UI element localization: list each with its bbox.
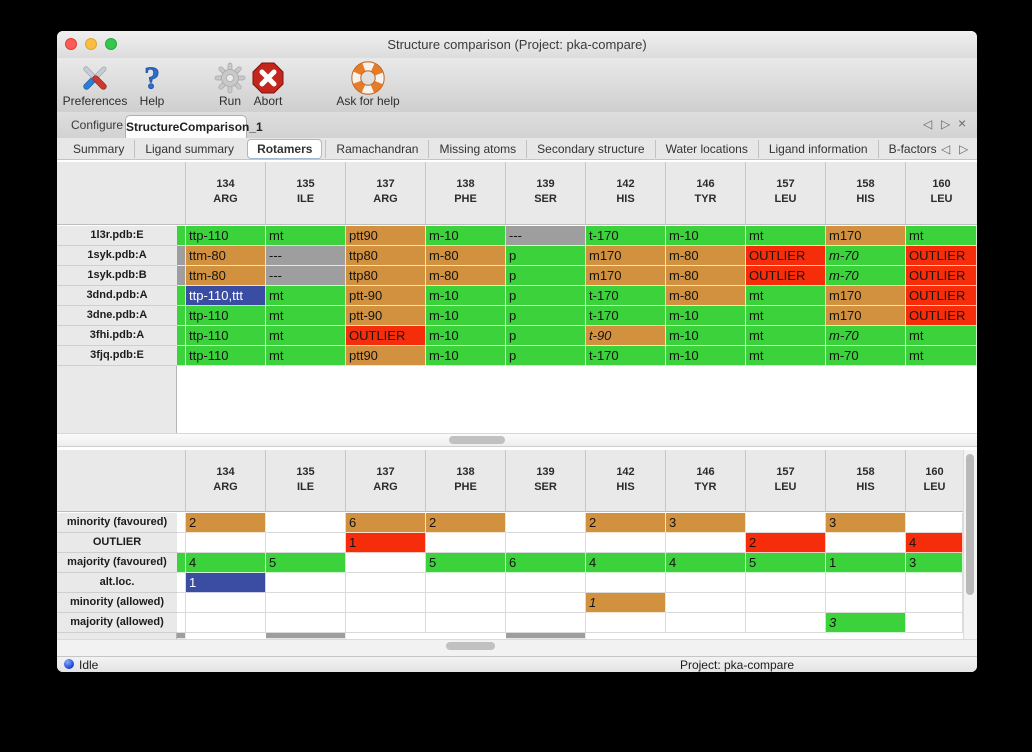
window-title: Structure comparison (Project: pka-compa… xyxy=(387,37,647,52)
status-bar xyxy=(57,656,977,672)
subtab-missing-atoms[interactable]: Missing atoms xyxy=(428,139,526,158)
tools-icon xyxy=(61,60,129,96)
main-tab-bar: Configure StructureComparison_1 ◁ ▷ × xyxy=(57,112,977,139)
app-window: Structure comparison (Project: pka-compa… xyxy=(57,31,977,672)
subtab-scroll-right-button[interactable]: ▷ xyxy=(959,142,969,156)
subtab-ligand-summary[interactable]: Ligand summary xyxy=(134,139,244,158)
sub-tab-bar: Summary Ligand summary Rotamers Ramachandra… xyxy=(57,138,977,160)
row-label-column-filler xyxy=(57,366,177,433)
tab-scroll-left-button[interactable]: ◁ xyxy=(923,117,933,131)
project-label: Project: pka-compare xyxy=(679,658,795,672)
rotamer-table-pane xyxy=(57,160,977,433)
subtab-summary[interactable]: Summary xyxy=(73,141,125,156)
toolbar-item-abort[interactable]: Abort xyxy=(243,60,293,108)
subtab-rotamers[interactable]: Rotamers xyxy=(247,138,323,159)
minimize-button[interactable] xyxy=(85,38,97,50)
row-label-column-filler2 xyxy=(57,633,177,639)
toolbar-item-preferences[interactable]: Preferences xyxy=(61,60,129,108)
summary-table-pane xyxy=(57,447,977,639)
lifebuoy-icon xyxy=(319,60,417,96)
zoom-button[interactable] xyxy=(105,38,117,50)
status-indicator-icon xyxy=(64,659,74,669)
subtab-water-locations[interactable]: Water locations xyxy=(654,139,758,158)
tab-configure[interactable]: Configure xyxy=(71,118,124,132)
tab-scroll-right-button[interactable]: ▷ xyxy=(941,117,951,131)
gear-icon xyxy=(203,60,257,96)
tab-structurecomparison-1[interactable]: StructureComparison_1 xyxy=(125,115,263,138)
status-text: Idle xyxy=(79,658,99,672)
pane2-vscroll-thumb[interactable] xyxy=(966,454,974,595)
pane2-horizontal-scrollbar[interactable] xyxy=(57,639,977,656)
close-button[interactable] xyxy=(65,38,77,50)
pane1-hscroll-thumb[interactable] xyxy=(449,436,505,444)
pane1-horizontal-scrollbar[interactable] xyxy=(57,433,977,447)
toolbar-item-run[interactable]: Run xyxy=(203,60,257,108)
help-icon: ? xyxy=(131,60,173,96)
subtab-ligand-information[interactable]: Ligand information xyxy=(757,139,878,158)
subtab-b-factors[interactable]: B-factors xyxy=(877,139,947,158)
subtab-scroll-left-button[interactable]: ◁ xyxy=(941,142,951,156)
subtab-secondary-structure[interactable]: Secondary structure xyxy=(526,139,654,158)
svg-text:?: ? xyxy=(144,61,160,96)
toolbar-item-label: Ask for help xyxy=(336,94,400,108)
pane2-hscroll-thumb[interactable] xyxy=(446,642,495,650)
toolbar-item-label: Help xyxy=(139,94,165,108)
tab-close-button[interactable]: × xyxy=(958,115,967,131)
title-bar[interactable]: Structure comparison (Project: pka-compa… xyxy=(57,31,977,58)
toolbar-item-ask-for-help[interactable]: Ask for help xyxy=(319,60,417,108)
toolbar: Preferences? Help Run Abort Ask for help xyxy=(57,58,977,113)
subtab-ramachandran[interactable]: Ramachandran xyxy=(325,139,428,158)
toolbar-item-label: Preferences xyxy=(62,94,128,108)
abort-icon xyxy=(243,60,293,96)
toolbar-item-help[interactable]: ? Help xyxy=(131,60,173,108)
toolbar-item-label: Run xyxy=(218,94,241,108)
toolbar-item-label: Abort xyxy=(253,94,283,108)
